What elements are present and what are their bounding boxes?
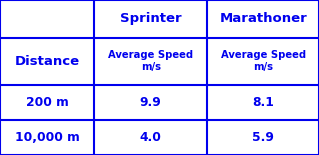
Text: Marathoner: Marathoner — [219, 12, 307, 25]
Text: 8.1: 8.1 — [252, 96, 274, 109]
Text: 10,000 m: 10,000 m — [15, 131, 79, 144]
Text: 5.9: 5.9 — [252, 131, 274, 144]
Text: Average Speed
m/s: Average Speed m/s — [221, 50, 306, 72]
Text: Distance: Distance — [14, 55, 80, 68]
Text: 9.9: 9.9 — [140, 96, 162, 109]
Text: Average Speed
m/s: Average Speed m/s — [108, 50, 193, 72]
Text: 200 m: 200 m — [26, 96, 69, 109]
Text: 4.0: 4.0 — [140, 131, 162, 144]
Text: Sprinter: Sprinter — [120, 12, 182, 25]
